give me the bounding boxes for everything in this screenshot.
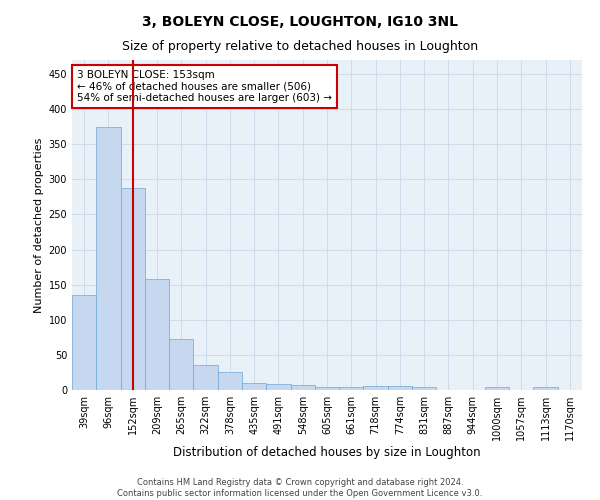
- Text: 3 BOLEYN CLOSE: 153sqm
← 46% of detached houses are smaller (506)
54% of semi-de: 3 BOLEYN CLOSE: 153sqm ← 46% of detached…: [77, 70, 332, 103]
- Bar: [339, 387, 364, 390]
- Bar: [485, 387, 509, 390]
- Bar: [412, 387, 436, 390]
- Bar: [388, 386, 412, 390]
- Text: 3, BOLEYN CLOSE, LOUGHTON, IG10 3NL: 3, BOLEYN CLOSE, LOUGHTON, IG10 3NL: [142, 15, 458, 29]
- Bar: [193, 364, 218, 390]
- Bar: [364, 386, 388, 390]
- X-axis label: Distribution of detached houses by size in Loughton: Distribution of detached houses by size …: [173, 446, 481, 459]
- Bar: [242, 383, 266, 390]
- Bar: [121, 188, 145, 390]
- Bar: [290, 385, 315, 390]
- Bar: [169, 340, 193, 390]
- Bar: [315, 387, 339, 390]
- Text: Contains HM Land Registry data © Crown copyright and database right 2024.
Contai: Contains HM Land Registry data © Crown c…: [118, 478, 482, 498]
- Y-axis label: Number of detached properties: Number of detached properties: [34, 138, 44, 312]
- Bar: [96, 126, 121, 390]
- Bar: [145, 279, 169, 390]
- Text: Size of property relative to detached houses in Loughton: Size of property relative to detached ho…: [122, 40, 478, 53]
- Bar: [533, 387, 558, 390]
- Bar: [218, 372, 242, 390]
- Bar: [266, 384, 290, 390]
- Bar: [72, 295, 96, 390]
